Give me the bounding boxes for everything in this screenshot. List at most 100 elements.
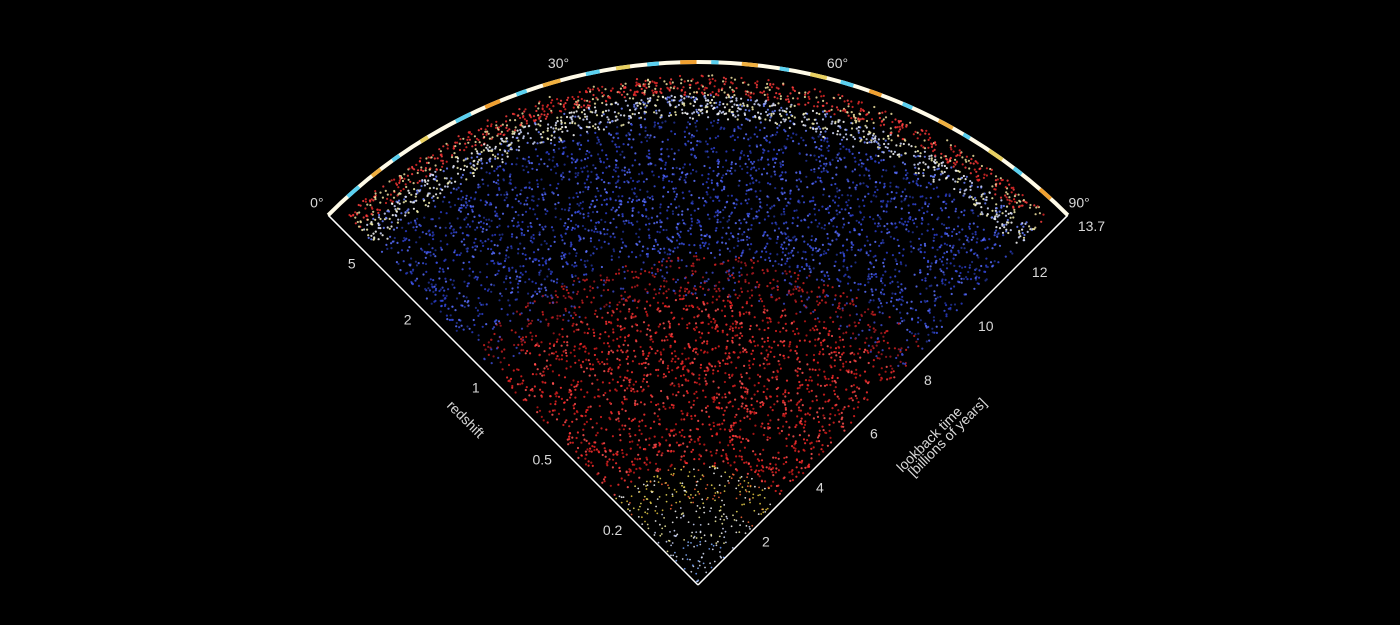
galaxy-dot <box>783 191 786 194</box>
galaxy-dot <box>655 84 658 87</box>
galaxy-dot <box>521 382 524 385</box>
galaxy-dot <box>896 281 899 284</box>
galaxy-dot <box>489 346 492 349</box>
galaxy-dot <box>826 271 829 274</box>
galaxy-dot <box>743 104 746 107</box>
galaxy-dot <box>862 118 865 121</box>
galaxy-dot <box>587 327 591 330</box>
galaxy-dot <box>580 159 583 162</box>
galaxy-dot <box>851 105 854 109</box>
galaxy-dot <box>965 188 968 191</box>
galaxy-dot <box>914 203 917 206</box>
galaxy-dot <box>768 237 771 240</box>
galaxy-dot <box>645 380 649 384</box>
galaxy-dot <box>844 273 847 276</box>
galaxy-dot <box>766 82 769 85</box>
galaxy-dot <box>829 383 832 387</box>
galaxy-dot <box>655 221 659 224</box>
galaxy-dot <box>691 200 694 203</box>
galaxy-dot <box>758 221 761 225</box>
galaxy-dot <box>706 484 709 486</box>
galaxy-dot <box>597 126 600 129</box>
galaxy-dot <box>384 201 388 205</box>
galaxy-dot <box>808 379 811 382</box>
galaxy-dot <box>882 186 886 189</box>
galaxy-dot <box>771 376 774 379</box>
galaxy-dot <box>926 210 929 213</box>
galaxy-dot <box>851 214 854 217</box>
galaxy-dot <box>780 178 783 181</box>
galaxy-dot <box>634 270 637 273</box>
galaxy-dot <box>743 461 746 464</box>
galaxy-dot <box>754 485 756 488</box>
galaxy-dot <box>755 145 759 148</box>
galaxy-dot <box>740 326 743 329</box>
galaxy-dot <box>598 362 601 365</box>
galaxy-dot <box>994 175 998 178</box>
galaxy-dot <box>549 272 553 275</box>
galaxy-dot <box>610 412 613 415</box>
galaxy-dot <box>853 353 856 356</box>
galaxy-dot <box>671 429 674 432</box>
galaxy-dot <box>777 262 780 266</box>
galaxy-dot <box>647 163 650 166</box>
galaxy-dot <box>792 254 795 257</box>
galaxy-dot <box>764 245 768 248</box>
galaxy-dot <box>824 295 827 298</box>
galaxy-dot <box>674 377 677 380</box>
galaxy-dot <box>577 95 580 98</box>
galaxy-dot <box>632 471 636 474</box>
galaxy-dot <box>734 293 737 296</box>
galaxy-dot <box>459 182 462 186</box>
galaxy-dot <box>557 201 560 204</box>
galaxy-dot <box>678 294 681 297</box>
galaxy-dot <box>561 265 565 268</box>
galaxy-dot <box>915 179 918 182</box>
galaxy-dot <box>632 97 635 100</box>
galaxy-dot <box>772 83 775 86</box>
galaxy-dot <box>379 217 382 221</box>
galaxy-dot <box>459 210 462 213</box>
galaxy-dot <box>768 362 771 365</box>
galaxy-dot <box>645 155 649 158</box>
galaxy-dot <box>710 566 713 569</box>
galaxy-dot <box>774 104 777 107</box>
galaxy-dot <box>806 363 809 366</box>
galaxy-dot <box>924 202 927 206</box>
galaxy-dot <box>627 310 631 313</box>
galaxy-dot <box>703 340 706 343</box>
galaxy-dot <box>886 135 890 138</box>
galaxy-dot <box>529 322 532 325</box>
galaxy-dot <box>565 354 568 357</box>
galaxy-dot <box>837 305 841 308</box>
galaxy-dot <box>561 126 564 129</box>
galaxy-dot <box>662 348 665 351</box>
galaxy-dot <box>693 154 696 157</box>
galaxy-dot <box>819 384 823 387</box>
galaxy-dot <box>571 226 574 229</box>
galaxy-dot <box>879 379 882 382</box>
galaxy-dot <box>585 106 588 109</box>
galaxy-dot <box>632 179 635 182</box>
galaxy-dot <box>724 77 728 80</box>
galaxy-dot <box>759 189 762 192</box>
galaxy-dot <box>580 97 583 101</box>
galaxy-dot <box>655 469 658 472</box>
galaxy-dot <box>692 403 695 406</box>
galaxy-dot <box>761 345 764 348</box>
galaxy-dot <box>658 423 662 426</box>
galaxy-dot <box>804 379 808 382</box>
galaxy-dot <box>731 438 734 441</box>
galaxy-dot <box>423 179 426 182</box>
galaxy-dot <box>647 324 650 327</box>
galaxy-dot <box>771 287 774 290</box>
galaxy-dot <box>791 473 794 476</box>
galaxy-dot <box>833 113 836 116</box>
galaxy-dot <box>553 409 556 412</box>
galaxy-dot <box>702 562 705 565</box>
galaxy-dot <box>559 218 562 221</box>
galaxy-dot <box>721 499 723 502</box>
galaxy-dot <box>502 169 506 172</box>
galaxy-dot <box>815 146 818 149</box>
galaxy-dot <box>857 126 860 129</box>
